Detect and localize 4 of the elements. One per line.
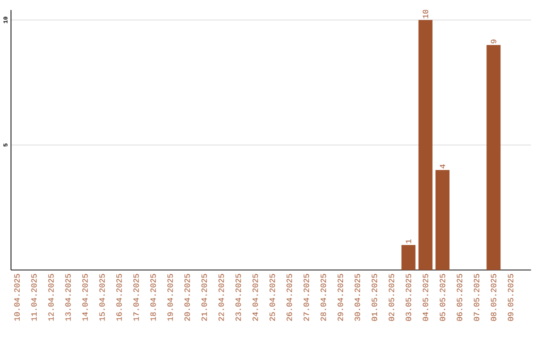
bar — [435, 170, 450, 270]
bar — [486, 44, 501, 270]
bar — [418, 20, 432, 270]
bar — [401, 245, 416, 270]
